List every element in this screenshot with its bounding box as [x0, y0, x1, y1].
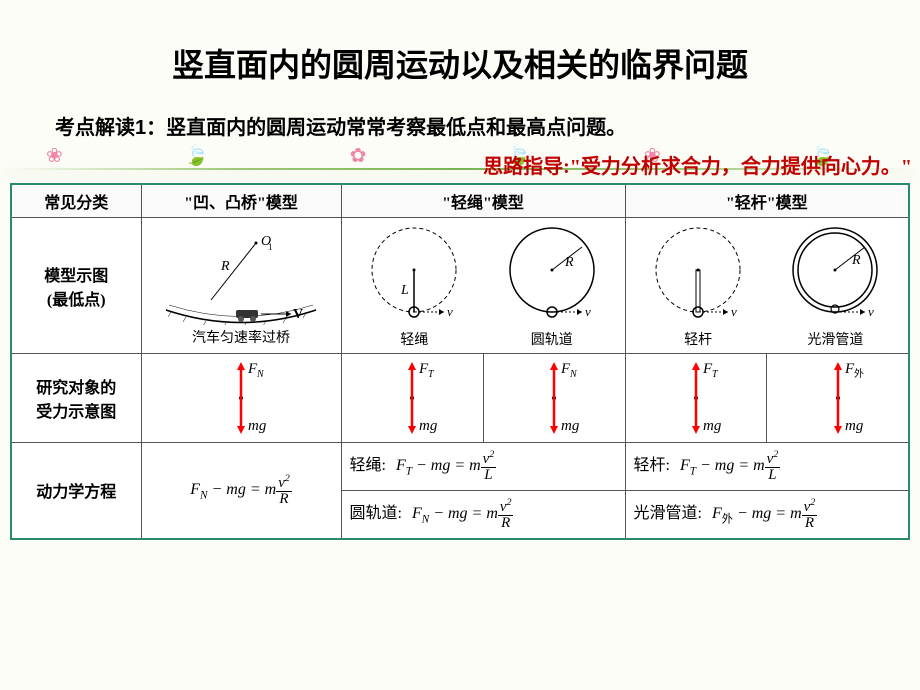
svg-text:N: N [256, 369, 265, 380]
svg-text:L: L [400, 283, 409, 298]
eq-tube: 光滑管道: F外 − mg = mv2R [625, 491, 909, 539]
force-bridge: FN mg [141, 354, 341, 443]
header-category: 常见分类 [11, 184, 141, 218]
svg-text:mg: mg [248, 418, 267, 434]
svg-text:R: R [851, 253, 861, 268]
header-bridge: "凹、凸桥"模型 [141, 184, 341, 218]
svg-text:mg: mg [703, 418, 722, 434]
guide-text: "受力分析求合力，合力提供向心力。" [570, 156, 912, 178]
caption-rope: 轻绳 [346, 329, 484, 349]
svg-text:T: T [428, 369, 435, 380]
subtitle: 考点解读1：竖直面内的圆周运动常常考察最低点和最高点问题。 [55, 111, 920, 140]
header-rod: "轻杆"模型 [625, 184, 909, 218]
page-title: 竖直面内的圆周运动以及相关的临界问题 [0, 0, 920, 86]
eq-track: 圆轨道: FN − mg = mv2R [341, 491, 625, 539]
svg-text:T: T [712, 369, 719, 380]
table-row-eq-1: 动力学方程 FN − mg = mv2R 轻绳: FT − mg = mv2L … [11, 443, 909, 491]
eq-rod: 轻杆: FT − mg = mv2L [625, 443, 909, 491]
svg-text:mg: mg [561, 418, 580, 434]
svg-text:V: V [293, 307, 303, 322]
svg-text:N: N [569, 369, 578, 380]
rowlabel-dynamics: 动力学方程 [11, 443, 141, 539]
svg-text:mg: mg [845, 418, 864, 434]
guide-line: 思路指导:"受力分析求合力，合力提供向心力。" [0, 150, 912, 179]
force-rod: FT mg [625, 354, 767, 443]
rowlabel-forces: 研究对象的受力示意图 [11, 354, 141, 443]
svg-text:1: 1 [268, 242, 273, 252]
caption-rod: 轻杆 [630, 329, 767, 349]
slide-content: 竖直面内的圆周运动以及相关的临界问题 考点解读1：竖直面内的圆周运动常常考察最低… [0, 0, 920, 540]
svg-text:v: v [447, 304, 453, 319]
physics-table: 常见分类 "凹、凸桥"模型 "轻绳"模型 "轻杆"模型 模型示图(最低点) [10, 183, 910, 540]
table-header-row: 常见分类 "凹、凸桥"模型 "轻绳"模型 "轻杆"模型 [11, 184, 909, 218]
eq-rope: 轻绳: FT − mg = mv2L [341, 443, 625, 491]
rowlabel-diagram: 模型示图(最低点) [11, 218, 141, 354]
caption-bridge: 汽车匀速率过桥 [146, 327, 337, 347]
header-rope: "轻绳"模型 [341, 184, 625, 218]
svg-text:外: 外 [854, 368, 864, 380]
force-track: FN mg [483, 354, 625, 443]
svg-text:R: R [564, 255, 574, 270]
guide-label: 思路指导: [483, 156, 570, 178]
svg-text:v: v [868, 304, 874, 319]
caption-tube: 光滑管道 [767, 329, 904, 349]
svg-text:R: R [220, 259, 230, 274]
svg-text:v: v [585, 304, 591, 319]
force-tube: F外 mg [767, 354, 909, 443]
caption-track: 圆轨道 [483, 329, 621, 349]
diagram-bridge: O 1 R V 汽车匀速率过桥 [141, 218, 341, 354]
table-row-diagrams: 模型示图(最低点) O 1 R [11, 218, 909, 354]
diagram-rod-tube: v 轻杆 R [625, 218, 909, 354]
force-rope: FT mg [341, 354, 483, 443]
svg-text:mg: mg [419, 418, 438, 434]
table-row-forces: 研究对象的受力示意图 FN mg FT [11, 354, 909, 443]
diagram-rope-track: L v 轻绳 R [341, 218, 625, 354]
eq-bridge: FN − mg = mv2R [141, 443, 341, 539]
svg-text:v: v [731, 304, 737, 319]
